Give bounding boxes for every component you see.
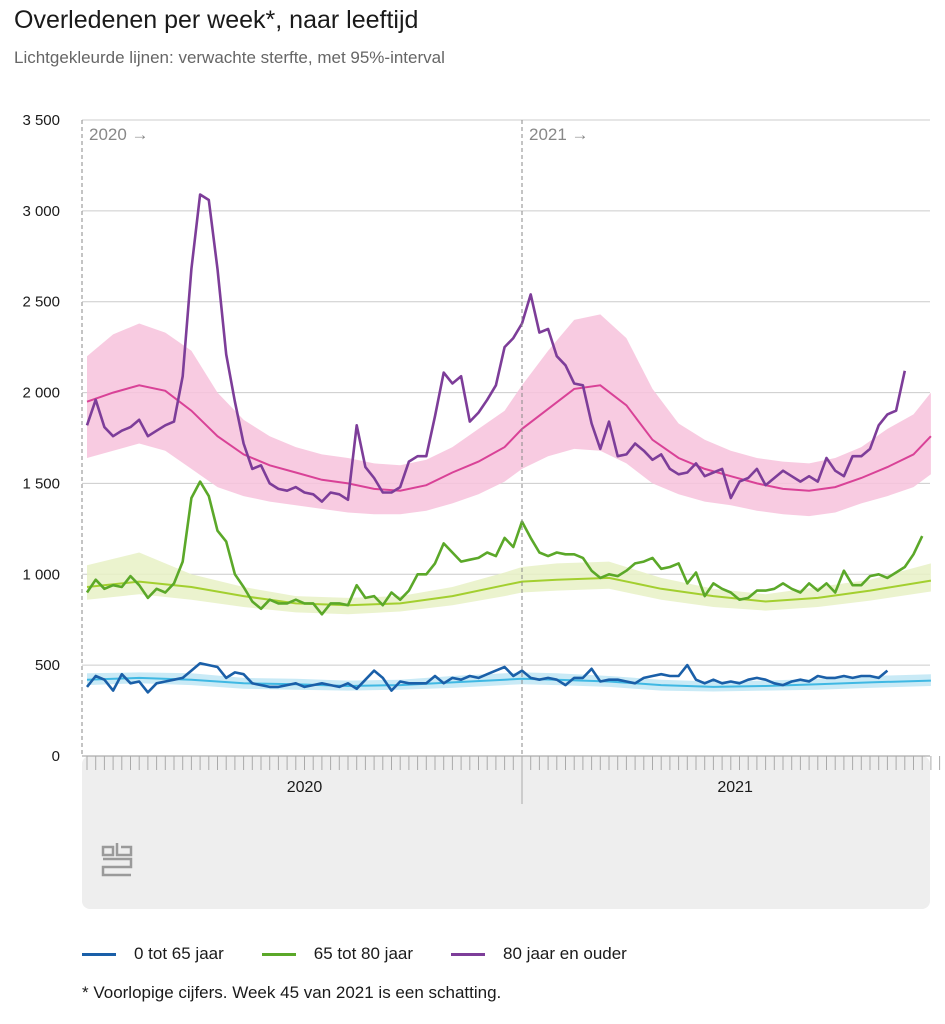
- y-tick-label-2000: 2 000: [22, 385, 60, 402]
- chart-subtitle: Lichtgekleurde lijnen: verwachte sterfte…: [14, 48, 445, 67]
- legend-swatch-80-plus: [451, 952, 486, 956]
- year-markers: 2020 → 2021 →: [81, 120, 589, 756]
- legend-item-80-plus: 80 jaar en ouder: [451, 944, 627, 964]
- expected-line-0: [86, 676, 931, 688]
- y-tick-labels: 0 500 1 000 1 500 2 000 2 500 3 000 3 500: [22, 112, 60, 765]
- mortality-line-chart: 0 500 1 000 1 500 2 000 2 500 3 000 3 500 2020 …: [22, 112, 941, 909]
- footnote: * Voorlopige cijfers. Week 45 van 2021 i…: [82, 983, 502, 1002]
- y-tick-label-1000: 1 000: [22, 566, 60, 583]
- expected-lines: [86, 384, 932, 688]
- legend-swatch-65-80: [261, 952, 296, 956]
- y-tick-label-3000: 3 000: [22, 203, 60, 220]
- y-tick-label-0: 0: [52, 748, 60, 765]
- legend-label-80-plus: 80 jaar en ouder: [503, 944, 627, 963]
- expected-line-2: [86, 384, 932, 492]
- y-tick-label-500: 500: [35, 657, 60, 674]
- expected-intervals: [87, 314, 931, 692]
- legend: 0 tot 65 jaar 65 tot 80 jaar 80 jaar en …: [82, 944, 665, 964]
- legend-label-0-65: 0 tot 65 jaar: [134, 944, 224, 963]
- y-tick-label-1500: 1 500: [22, 475, 60, 492]
- y-tick-label-2500: 2 500: [22, 294, 60, 311]
- x-axis-band: [82, 756, 930, 909]
- x-year-label-2020: 2020: [287, 779, 323, 796]
- x-axis: 2020 2021: [86, 756, 941, 804]
- chart-title: Overledenen per week*, naar leeftijd: [14, 6, 419, 34]
- series-lines: [85, 193, 924, 694]
- legend-item-0-65: 0 tot 65 jaar: [82, 944, 224, 964]
- legend-swatch-0-65: [82, 952, 116, 956]
- y-tick-label-3500: 3 500: [22, 112, 60, 129]
- expected-band-2: [87, 314, 931, 517]
- x-axis-band-bg: [82, 756, 930, 909]
- cbs-logo-part-1: [115, 843, 133, 857]
- expected-line-1: [86, 576, 932, 607]
- cbs-logo-part-0: [101, 845, 115, 857]
- year-marker-label-1: 2021 →: [529, 125, 589, 144]
- series-line-2: [85, 193, 907, 503]
- series-line-1: [85, 480, 924, 616]
- legend-label-65-80: 65 tot 80 jaar: [313, 944, 414, 963]
- legend-item-65-80: 65 tot 80 jaar: [261, 944, 414, 964]
- series-line-0: [85, 661, 889, 694]
- cbs-logo-part-2: [101, 857, 133, 877]
- x-year-label-2021: 2021: [717, 779, 753, 796]
- year-marker-label-0: 2020 →: [89, 125, 149, 144]
- cbs-logo-icon: [101, 843, 133, 877]
